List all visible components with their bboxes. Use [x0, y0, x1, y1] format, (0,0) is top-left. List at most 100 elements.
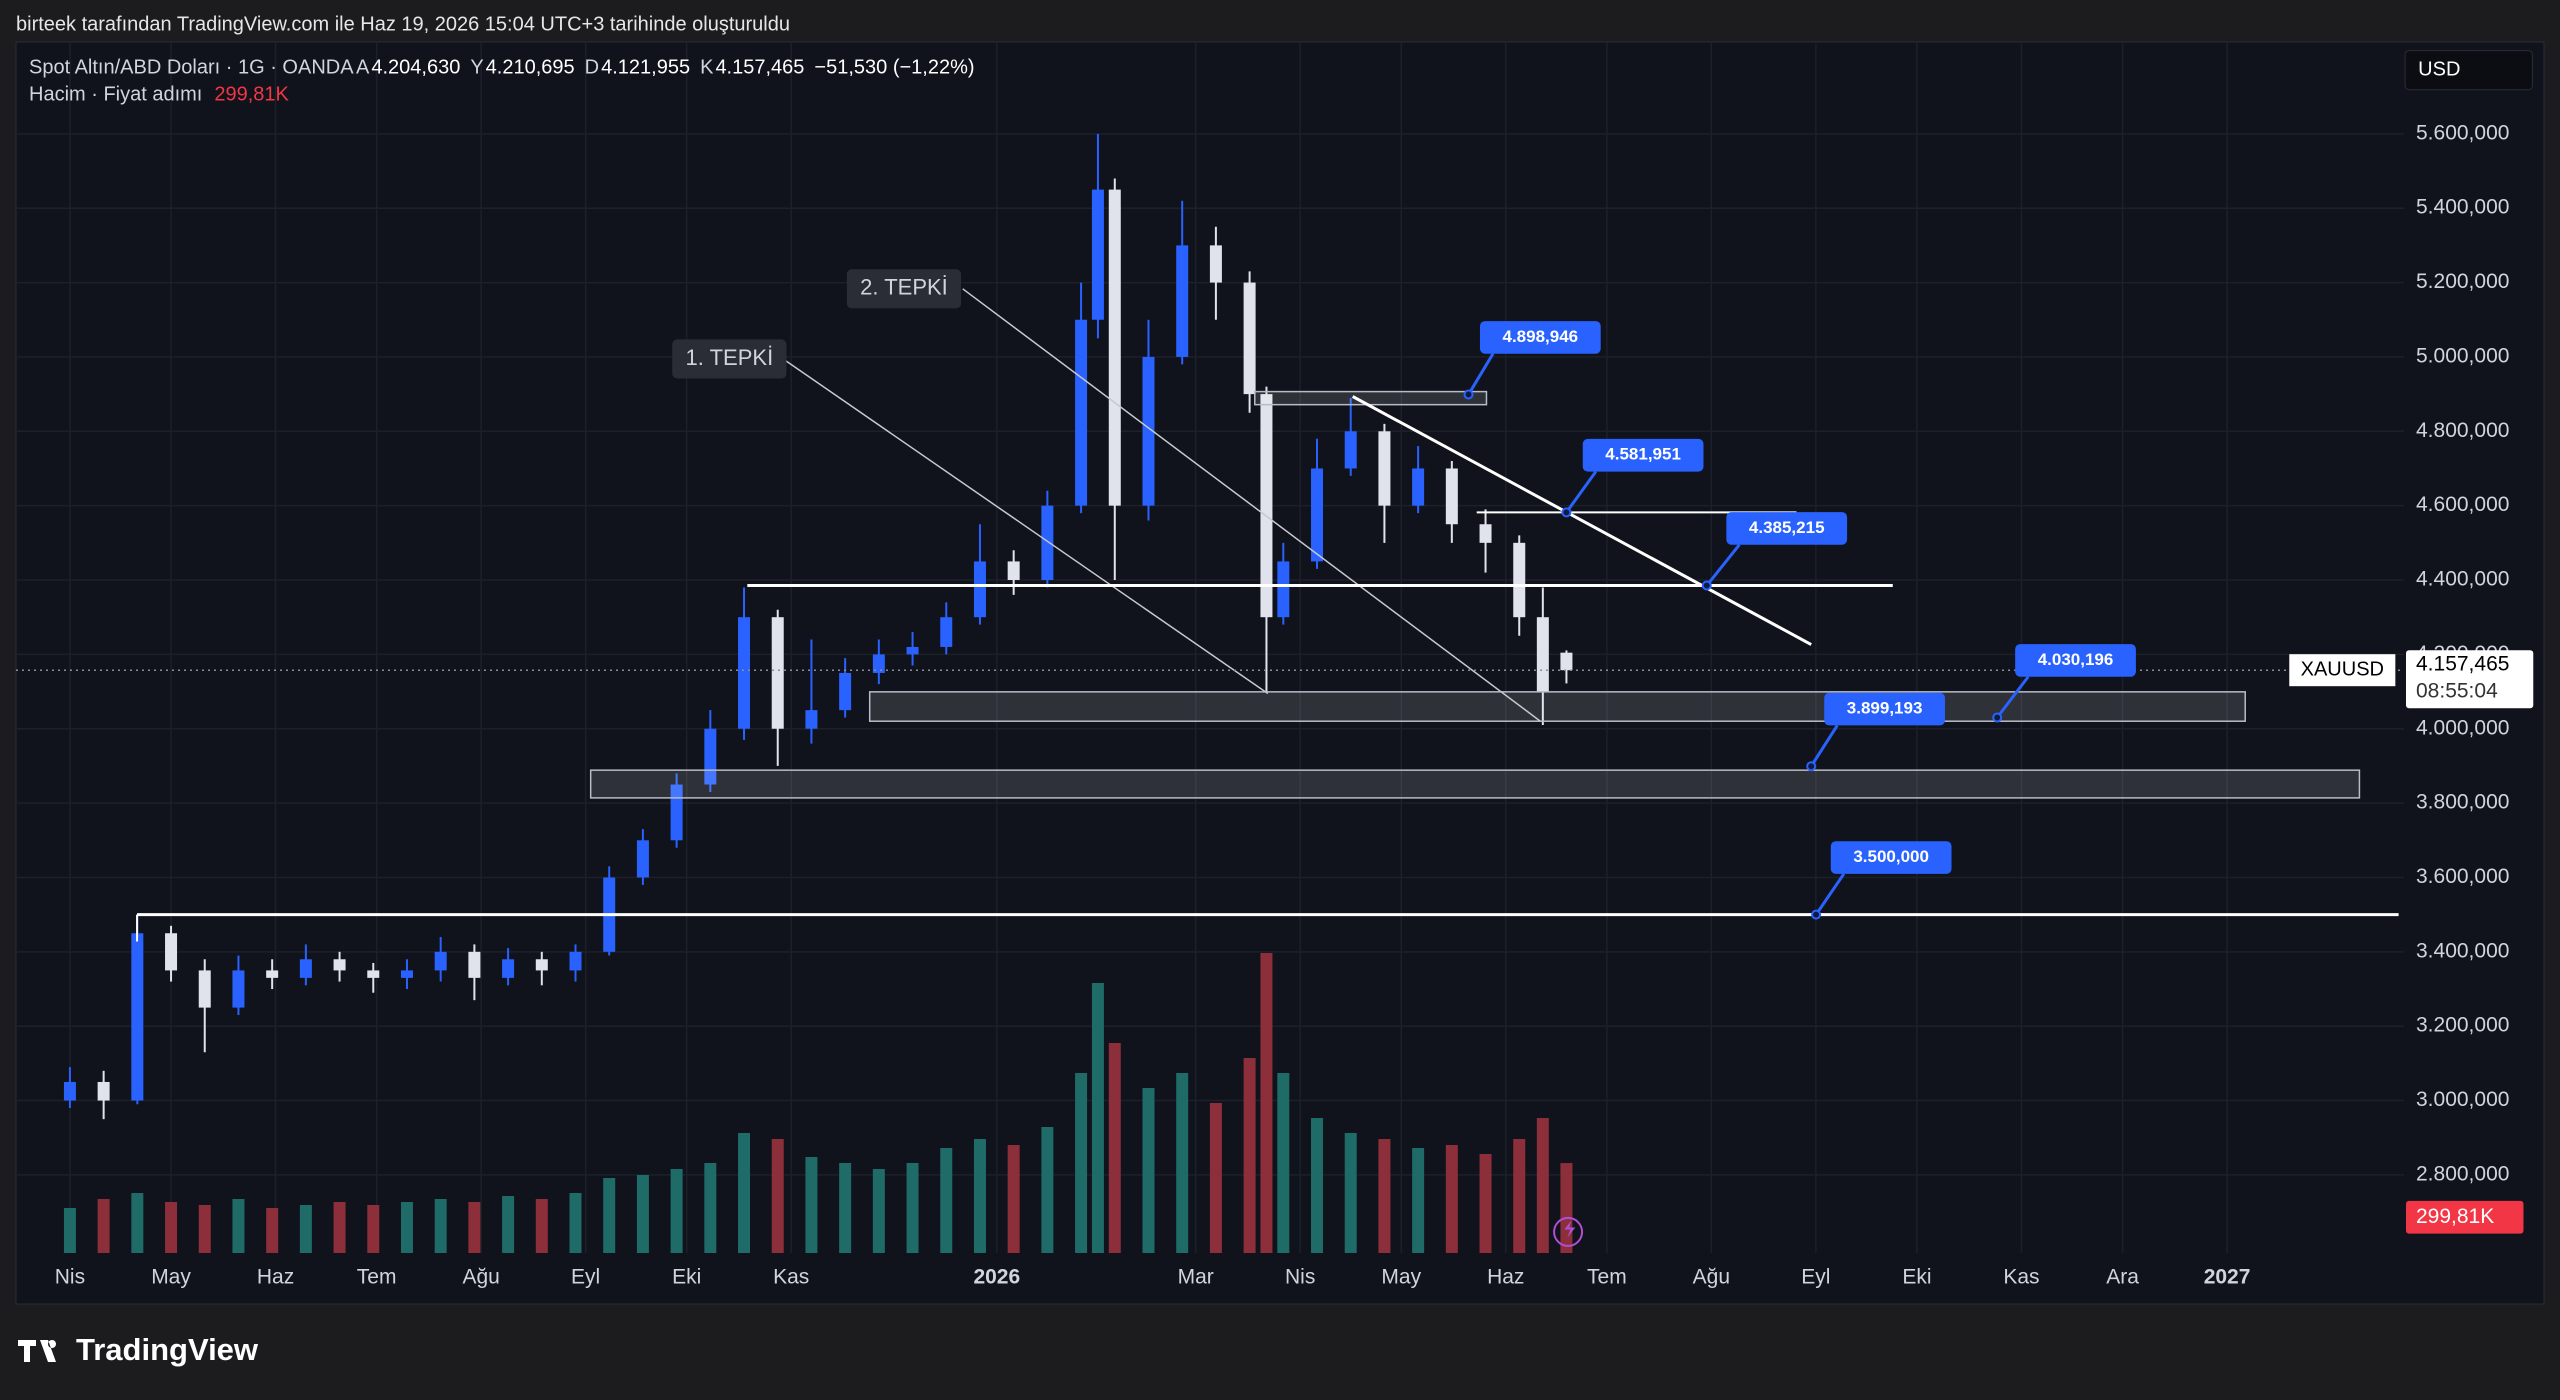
ohlc-value: 4.204,630	[371, 56, 460, 78]
volume-bar	[872, 1169, 885, 1253]
candle-body	[299, 959, 312, 978]
ohlc-key: K	[700, 56, 714, 78]
label-anchor	[1561, 507, 1572, 518]
candle-body	[1277, 561, 1290, 618]
y-tick-label: 4.800,000	[2416, 419, 2509, 442]
candle-body	[97, 1081, 110, 1101]
candle-body	[1041, 505, 1054, 581]
volume-bar	[333, 1202, 346, 1253]
zone-box	[589, 769, 2361, 799]
volume-bar	[805, 1157, 818, 1253]
x-tick-label: Mar	[1178, 1266, 1214, 1289]
volume-bar	[1479, 1154, 1492, 1253]
y-tick-label: 5.200,000	[2416, 270, 2509, 293]
volume-bar	[1344, 1133, 1357, 1253]
y-tick-label: 4.600,000	[2416, 493, 2509, 516]
ohlc-value: 4.157,465	[715, 56, 804, 78]
volume-bar	[1041, 1127, 1054, 1253]
volume-bar	[400, 1202, 413, 1253]
y-tick-label: 5.600,000	[2416, 121, 2509, 144]
label-pointer	[1705, 543, 1741, 587]
currency[interactable]: USD	[2418, 58, 2460, 80]
candle-body	[1479, 524, 1492, 543]
volume-bar	[299, 1205, 312, 1253]
tepki-line	[962, 288, 1541, 722]
chart-layer: 2.800,000 3.000,000 3.200,000 3.400,000 3.60…	[16, 42, 2534, 1289]
candle-body	[333, 959, 346, 971]
x-tick-label: 2026	[973, 1266, 1020, 1289]
zone-box	[868, 691, 2246, 722]
volume-title: Hacim · Fiyat adımı	[29, 83, 202, 105]
brand-name: TradingView	[76, 1332, 259, 1367]
candle-body	[1560, 652, 1573, 671]
candle-body	[400, 970, 413, 978]
alert-bolt	[1564, 1220, 1576, 1238]
candle-body	[131, 933, 144, 1101]
brand: TradingView	[18, 1332, 259, 1367]
tepki-line	[782, 358, 1269, 695]
label-anchor	[1992, 712, 2003, 723]
candle-body	[502, 959, 515, 978]
price-label: 4.030,196	[2038, 650, 2114, 669]
attribution: birteek tarafından TradingView.com ile H…	[16, 13, 790, 35]
price-label: 3.500,000	[1853, 847, 1929, 866]
volume-bar	[97, 1199, 110, 1253]
volume-bar	[1311, 1118, 1324, 1253]
label-pointer	[1467, 352, 1495, 396]
y-tick-label: 3.200,000	[2416, 1014, 2509, 1037]
price-label-box	[1830, 841, 1952, 874]
candle-body	[165, 933, 178, 971]
annotation: 2. TEPKİ	[860, 275, 948, 300]
volume-bar	[1412, 1148, 1425, 1253]
volume-bar	[1560, 1163, 1573, 1253]
volume-bar	[839, 1163, 852, 1253]
countdown: 08:55:04	[2416, 680, 2498, 703]
volume-bar	[603, 1178, 616, 1253]
annotation-box	[846, 269, 962, 309]
candle-body	[1209, 245, 1222, 283]
y-tick-label: 4.400,000	[2416, 568, 2509, 591]
alert-icon	[1553, 1216, 1584, 1247]
candle-body	[1378, 431, 1391, 506]
volume-bar	[1536, 1118, 1549, 1253]
annotation: 1. TEPKİ	[686, 345, 774, 370]
volume-bar	[569, 1193, 582, 1253]
candle-body	[973, 561, 986, 618]
x-tick-label: Nis	[55, 1266, 85, 1289]
candle-body	[906, 646, 919, 655]
candle-body	[940, 617, 953, 647]
candle-body	[1260, 394, 1273, 618]
label-anchor	[1463, 389, 1474, 400]
ohlc-value: 4.210,695	[486, 56, 575, 78]
volume-bar	[940, 1148, 953, 1253]
price-tag	[2406, 650, 2534, 709]
candle-body	[1142, 356, 1155, 506]
x-tick-label: Tem	[357, 1266, 397, 1289]
volume-bar	[1091, 983, 1104, 1253]
candle-body	[569, 951, 582, 971]
x-tick-label: Eyl	[1801, 1266, 1830, 1289]
x-tick-label: Kas	[2003, 1266, 2039, 1289]
volume-bar	[63, 1208, 76, 1253]
price-label-box	[1582, 438, 1704, 472]
y-tick-label: 3.800,000	[2416, 791, 2509, 814]
volume-tag	[2406, 1200, 2524, 1234]
volume-bar	[434, 1199, 447, 1253]
price-label: 4.385,215	[1749, 518, 1825, 537]
volume-bar	[771, 1139, 784, 1253]
volume-bar	[131, 1193, 144, 1253]
candle-body	[232, 970, 245, 1008]
volume-bar	[266, 1208, 279, 1253]
volume-bar	[1513, 1139, 1526, 1253]
volume-bar	[1142, 1088, 1155, 1253]
candle-body	[367, 970, 380, 978]
candle-body	[839, 672, 852, 711]
x-tick-label: 2027	[2204, 1266, 2251, 1289]
x-tick-label: Nis	[1285, 1266, 1315, 1289]
candle-body	[636, 840, 649, 878]
volume-bar	[1277, 1073, 1290, 1253]
x-tick-label: Ağu	[462, 1266, 499, 1289]
x-tick-label: Haz	[1487, 1266, 1524, 1289]
label-anchor	[1811, 909, 1822, 920]
